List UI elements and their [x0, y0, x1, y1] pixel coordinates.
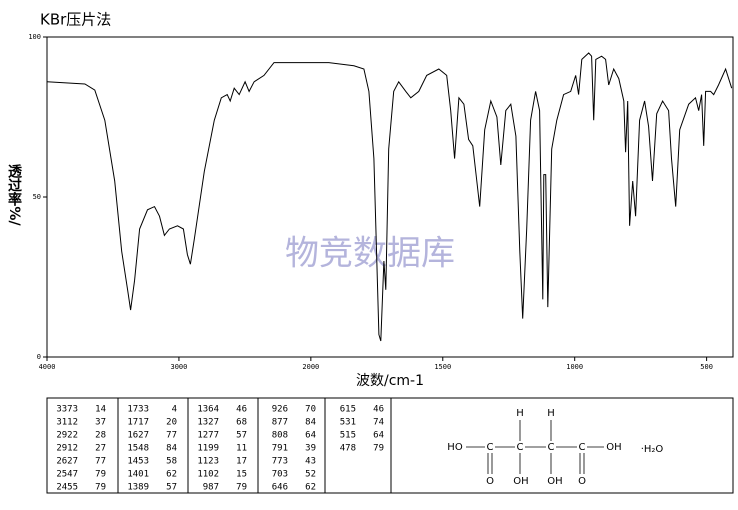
- x-tick-label: 500: [700, 363, 713, 371]
- structure-label: OH: [606, 442, 621, 453]
- peak-wavenumber: 2922: [56, 431, 78, 441]
- peak-transmittance: 64: [373, 431, 384, 441]
- peak-wavenumber: 808: [272, 431, 288, 441]
- peak-transmittance: 62: [166, 470, 177, 480]
- peak-wavenumber: 3112: [56, 418, 78, 428]
- peak-wavenumber: 1548: [127, 444, 149, 454]
- plot-frame: [46, 36, 734, 358]
- peak-wavenumber: 791: [272, 444, 288, 454]
- peak-transmittance: 79: [95, 470, 106, 480]
- peak-wavenumber: 877: [272, 418, 288, 428]
- peak-wavenumber: 3373: [56, 405, 78, 415]
- peak-transmittance: 57: [236, 431, 247, 441]
- peak-transmittance: 4: [172, 405, 177, 415]
- peak-wavenumber: 1102: [197, 470, 219, 480]
- peak-transmittance: 43: [305, 457, 316, 467]
- structure-label: OH: [513, 476, 528, 487]
- peak-transmittance: 79: [236, 483, 247, 493]
- structure-label: H: [516, 408, 524, 419]
- peak-wavenumber: 1627: [127, 431, 149, 441]
- y-tick-label: 50: [33, 193, 41, 201]
- structure-label: C: [548, 442, 555, 453]
- table-dividers: [117, 398, 392, 493]
- structure-label: H: [547, 408, 555, 419]
- structure-label: O: [578, 476, 586, 487]
- peak-wavenumber: 515: [340, 431, 356, 441]
- peak-wavenumber: 1733: [127, 405, 149, 415]
- x-tick-label: 3000: [170, 363, 187, 371]
- peak-transmittance: 74: [373, 418, 384, 428]
- structure-label: O: [486, 476, 494, 487]
- peak-transmittance: 39: [305, 444, 316, 454]
- peak-transmittance: 84: [305, 418, 316, 428]
- peak-transmittance: 79: [373, 444, 384, 454]
- peak-transmittance: 37: [95, 418, 106, 428]
- peak-transmittance: 52: [305, 470, 316, 480]
- peak-transmittance: 11: [236, 444, 247, 454]
- peak-wavenumber: 531: [340, 418, 356, 428]
- peak-wavenumber: 2455: [56, 483, 78, 493]
- y-axis-label: 透过率%/: [6, 164, 22, 226]
- peak-wavenumber: 1401: [127, 470, 149, 480]
- peak-wavenumber: 773: [272, 457, 288, 467]
- peak-transmittance: 70: [305, 405, 316, 415]
- peak-wavenumber: 926: [272, 405, 288, 415]
- structure-label: C: [517, 442, 524, 453]
- peak-wavenumber: 646: [272, 483, 288, 493]
- peak-transmittance: 27: [95, 444, 106, 454]
- peak-transmittance: 79: [95, 483, 106, 493]
- peak-wavenumber: 2912: [56, 444, 78, 454]
- structure-label: HO: [447, 442, 463, 453]
- structure-label: C: [579, 442, 586, 453]
- peak-transmittance: 46: [373, 405, 384, 415]
- peak-transmittance: 14: [95, 405, 106, 415]
- x-tick-label: 4000: [39, 363, 56, 371]
- structure-bonds: [466, 420, 604, 474]
- peak-wavenumber: 1199: [197, 444, 219, 454]
- peak-wavenumber: 1453: [127, 457, 149, 467]
- peak-wavenumber: 2627: [56, 457, 78, 467]
- peak-wavenumber: 615: [340, 405, 356, 415]
- peak-wavenumber: 1123: [197, 457, 219, 467]
- watermark: 物竞数据库: [285, 234, 455, 274]
- x-tick-label: 1000: [566, 363, 583, 371]
- y-tick-label: 100: [28, 33, 41, 41]
- peak-transmittance: 15: [236, 470, 247, 480]
- peak-transmittance: 20: [166, 418, 177, 428]
- peak-transmittance: 77: [95, 457, 106, 467]
- peak-wavenumber: 1717: [127, 418, 149, 428]
- peak-wavenumber: 2547: [56, 470, 78, 480]
- peak-wavenumber: 987: [203, 483, 219, 493]
- chart-title: KBr压片法: [40, 11, 111, 29]
- structure-label: C: [487, 442, 494, 453]
- x-tick-label: 1500: [434, 363, 451, 371]
- peak-transmittance: 28: [95, 431, 106, 441]
- peak-wavenumber: 478: [340, 444, 356, 454]
- peak-wavenumber: 1364: [197, 405, 219, 415]
- peak-transmittance: 46: [236, 405, 247, 415]
- peak-wavenumber: 1389: [127, 483, 149, 493]
- peak-transmittance: 58: [166, 457, 177, 467]
- peak-wavenumber: 1277: [197, 431, 219, 441]
- peak-wavenumber: 703: [272, 470, 288, 480]
- x-tick-label: 2000: [302, 363, 319, 371]
- table-frame: [46, 397, 734, 494]
- peak-transmittance: 77: [166, 431, 177, 441]
- spectrum-line: [46, 52, 733, 342]
- peak-transmittance: 62: [305, 483, 316, 493]
- structure-label: ·H₂O: [641, 444, 664, 455]
- peak-transmittance: 84: [166, 444, 177, 454]
- peak-transmittance: 64: [305, 431, 316, 441]
- peak-transmittance: 68: [236, 418, 247, 428]
- x-axis-label: 波数/cm-1: [356, 373, 424, 389]
- peak-transmittance: 17: [236, 457, 247, 467]
- structure-label: OH: [547, 476, 562, 487]
- peak-wavenumber: 1327: [197, 418, 219, 428]
- y-tick-label: 0: [37, 353, 41, 361]
- peak-transmittance: 57: [166, 483, 177, 493]
